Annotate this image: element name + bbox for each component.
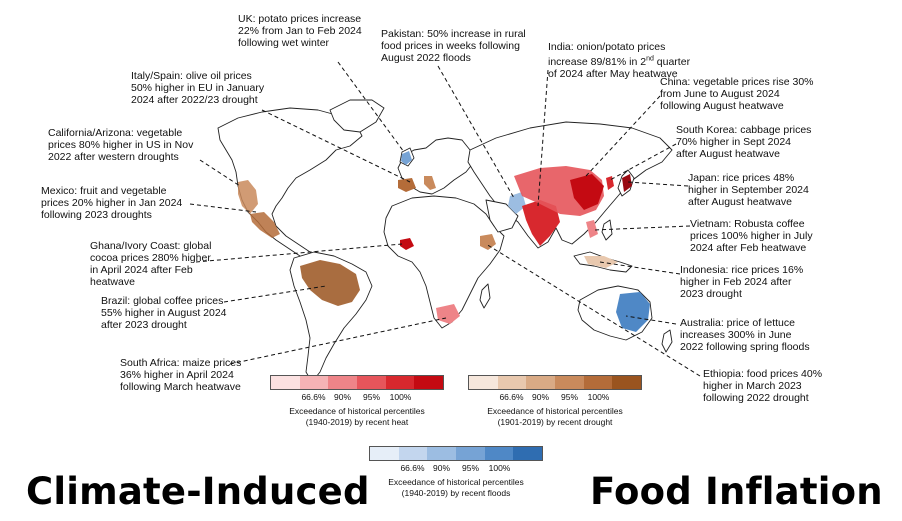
annotation-mexico: Mexico: fruit and vegetable prices 20% h… xyxy=(41,185,183,221)
legend-drought-swatch xyxy=(555,376,584,389)
japan-heat-region xyxy=(622,174,632,192)
california-drought-region xyxy=(238,180,258,214)
ordinal-suffix: nd xyxy=(646,55,654,62)
legend-floods: 66.6% 90% 95% 100% Exceedance of historical… xyxy=(369,446,543,499)
ghana-heat-region xyxy=(400,238,414,250)
legend-drought: 66.6% 90% 95% 100% Exceedance of historical… xyxy=(468,375,642,428)
legend-drought-ticks: 66.6% 90% 95% 100% xyxy=(468,392,642,404)
spain-drought-region xyxy=(398,178,416,192)
annotation-india-text: India: onion/potato prices increase 89/8… xyxy=(548,41,691,80)
annotation-china: China: vegetable prices rise 30% from Ju… xyxy=(660,76,814,112)
greenland-landmass xyxy=(329,99,385,133)
legend-heat-tick: 100% xyxy=(389,392,412,402)
legend-floods-tick: 66.6% xyxy=(400,463,425,473)
leader-brazil xyxy=(223,285,327,303)
annotation-south-korea: South Korea: cabbage prices 70% higher i… xyxy=(676,124,812,160)
australia-flood-region xyxy=(616,292,650,332)
annotation-italy-spain: Italy/Spain: olive oil prices 50% higher… xyxy=(131,70,265,106)
legend-floods-swatch xyxy=(484,447,514,460)
legend-floods-tick: 100% xyxy=(488,463,511,473)
annotation-pakistan: Pakistan: 50% increase in rural food pri… xyxy=(381,28,526,64)
legend-floods-swatch xyxy=(427,447,457,460)
leader-lines xyxy=(189,61,701,377)
legend-heat-tick: 66.6% xyxy=(301,392,326,402)
legend-drought-tick: 95% xyxy=(560,392,579,402)
leader-california xyxy=(199,159,241,187)
legend-heat-ticks: 66.6% 90% 95% 100% xyxy=(270,392,444,404)
legend-floods-tick: 95% xyxy=(461,463,480,473)
legend-heat-swatch xyxy=(271,376,300,389)
new-zealand-landmass xyxy=(661,329,673,353)
legend-floods-swatch xyxy=(513,447,543,460)
legend-heat-caption: Exceedance of historical percentiles (19… xyxy=(289,406,425,427)
legend-drought-swatch xyxy=(583,376,613,389)
legend-floods-caption: Exceedance of historical percentiles (19… xyxy=(388,477,524,498)
legend-drought-caption: Exceedance of historical percentiles (19… xyxy=(487,406,623,427)
hotspots xyxy=(238,151,650,332)
annotation-ghana: Ghana/Ivory Coast: global cocoa prices 2… xyxy=(90,240,212,288)
leader-australia xyxy=(625,315,677,325)
leader-india xyxy=(537,69,549,207)
annotation-brazil: Brazil: global coffee prices 55% higher … xyxy=(101,295,227,331)
legend-heat-swatch xyxy=(357,376,386,389)
annotation-japan: Japan: rice prices 48% higher in Septemb… xyxy=(688,172,809,208)
title-right: Food Inflation xyxy=(590,470,883,513)
title-left: Climate-Induced xyxy=(26,470,370,513)
legend-heat-swatch xyxy=(299,376,329,389)
leader-pakistan xyxy=(437,65,515,199)
legend-drought-tick: 90% xyxy=(531,392,550,402)
south-africa-heat-region xyxy=(436,304,460,324)
legend-heat-swatch xyxy=(414,376,444,389)
legend-drought-swatch xyxy=(526,376,556,389)
legend-drought-swatch xyxy=(469,376,498,389)
legend-drought-tick: 100% xyxy=(587,392,610,402)
philippines-landmass xyxy=(601,219,613,241)
madagascar-landmass xyxy=(479,283,491,309)
legend-heat-swatch xyxy=(385,376,415,389)
annotation-vietnam: Vietnam: Robusta coffee prices 100% high… xyxy=(690,218,813,254)
leader-south-africa xyxy=(229,317,447,365)
annotation-ethiopia: Ethiopia: food prices 40% higher in Marc… xyxy=(703,368,823,404)
legend-floods-swatch xyxy=(370,447,399,460)
korea-heat-region xyxy=(606,176,614,190)
leader-south-korea xyxy=(609,143,677,181)
annotation-south-africa: South Africa: maize prices 36% higher in… xyxy=(120,357,242,393)
legend-floods-swatch xyxy=(456,447,485,460)
legend-heat-tick: 90% xyxy=(333,392,352,402)
legend-floods-colorbar xyxy=(369,446,543,461)
china-east-heat-region xyxy=(570,174,604,210)
africa-landmass xyxy=(383,195,505,329)
continents xyxy=(217,99,673,383)
italy-drought-region xyxy=(424,176,436,190)
legend-heat-swatch xyxy=(328,376,358,389)
ethiopia-drought-region xyxy=(480,234,496,250)
leader-vietnam xyxy=(593,225,691,231)
annotation-uk: UK: potato prices increase 22% from Jan … xyxy=(238,13,362,49)
vietnam-heat-region xyxy=(586,220,598,238)
annotation-indonesia: Indonesia: rice prices 16% higher in Feb… xyxy=(680,264,804,300)
annotation-california: California/Arizona: vegetable prices 80%… xyxy=(48,127,194,163)
mexico-drought-region xyxy=(250,212,280,238)
legend-drought-swatch xyxy=(497,376,527,389)
leader-japan xyxy=(627,181,689,187)
pakistan-flood-region xyxy=(508,192,526,214)
leader-uk xyxy=(337,61,405,153)
annotation-india: India: onion/potato prices increase 89/8… xyxy=(548,29,690,80)
legend-floods-ticks: 66.6% 90% 95% 100% xyxy=(369,463,543,475)
legend-drought-tick: 66.6% xyxy=(499,392,524,402)
legend-heat: 66.6% 90% 95% 100% Exceedance of historical… xyxy=(270,375,444,428)
legend-heat-colorbar xyxy=(270,375,444,390)
india-heat-region xyxy=(522,200,560,246)
legend-drought-colorbar xyxy=(468,375,642,390)
brazil-drought-region xyxy=(300,260,360,306)
legend-drought-swatch xyxy=(612,376,642,389)
annotation-australia: Australia: price of lettuce increases 30… xyxy=(680,317,810,353)
legend-floods-tick: 90% xyxy=(432,463,451,473)
uk-flood-region xyxy=(401,151,412,165)
legend-heat-tick: 95% xyxy=(362,392,381,402)
legend-floods-swatch xyxy=(398,447,428,460)
